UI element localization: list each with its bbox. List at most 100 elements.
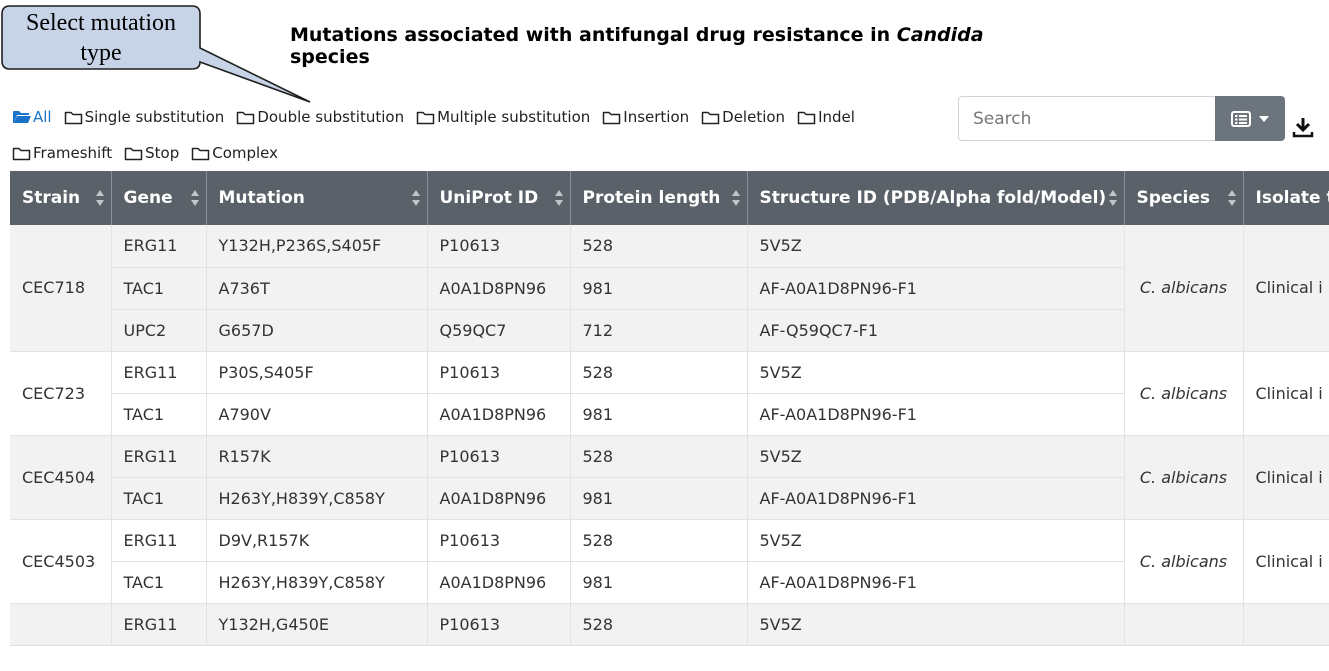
uniprot-link[interactable]: P10613 [427,435,571,478]
mutation-cell: Y132H,P236S,S405F [206,225,428,268]
sort-icon [1108,190,1117,206]
protein-length-cell: 981 [570,393,748,436]
uniprot-link[interactable]: P10613 [427,519,571,562]
column-header-label: Species [1136,188,1211,208]
title-prefix: Mutations associated with antifungal dru… [290,24,897,46]
uniprot-link[interactable]: A0A1D8PN96 [427,561,571,604]
uniprot-link[interactable]: A0A1D8PN96 [427,393,571,436]
filter-label: Stop [145,144,180,162]
gene-cell: TAC1 [111,477,207,520]
uniprot-link[interactable]: Q59QC7 [427,309,571,352]
isolate-cell: Clinical i [1243,519,1329,604]
protein-length-cell: 528 [570,519,748,562]
table-row: UPC2 G657D Q59QC7 712 AF-Q59QC7-F1 [10,309,1329,352]
search-input[interactable] [958,96,1216,141]
species-cell: C. albicans [1124,225,1244,352]
mutation-cell: H263Y,H839Y,C858Y [206,561,428,604]
table-row: TAC1 A736T A0A1D8PN96 981 AF-A0A1D8PN96-F1 [10,267,1329,310]
gene-cell: TAC1 [111,561,207,604]
protein-length-cell: 528 [570,603,748,646]
protein-length-cell: 981 [570,561,748,604]
structure-link[interactable]: AF-A0A1D8PN96-F1 [747,267,1125,310]
structure-link[interactable]: 5V5Z [747,225,1125,268]
folder-icon [416,111,435,125]
structure-link[interactable]: 5V5Z [747,351,1125,394]
structure-link[interactable]: AF-A0A1D8PN96-F1 [747,477,1125,520]
column-header[interactable]: Mutation [206,171,428,225]
folder-icon [701,111,720,125]
filter-multiple-substitution[interactable]: Multiple substitution [416,108,590,126]
filter-complex[interactable]: Complex [191,144,278,162]
column-header-label: Strain [22,188,81,208]
table-row: CEC723 ERG11 P30S,S405F P10613 528 5V5Z C. alb… [10,351,1329,436]
strain-cell: CEC718 [10,225,112,352]
filter-label: Complex [212,144,279,162]
filter-all[interactable]: All [12,108,52,126]
strain-cell: CEC4503 [10,519,112,604]
column-header-label: Structure ID (PDB/Alpha fold/Model) [759,188,1107,208]
filter-frameshift[interactable]: Frameshift [12,144,112,162]
table-body: CEC718 ERG11 Y132H,P236S,S405F P10613 528 5V5… [10,225,1329,646]
species-cell: C. albicans [1124,351,1244,436]
column-header[interactable]: Structure ID (PDB/Alpha fold/Model) [747,171,1125,225]
mutation-cell: P30S,S405F [206,351,428,394]
structure-link[interactable]: AF-Q59QC7-F1 [747,309,1125,352]
uniprot-link[interactable]: P10613 [427,225,571,268]
filter-row: All Single substitution Double substitutio… [12,104,912,130]
caret-down-icon [1259,115,1269,122]
filter-label: Indel [818,108,855,126]
isolate-cell: Clinical i [1243,225,1329,352]
structure-link[interactable]: AF-A0A1D8PN96-F1 [747,561,1125,604]
structure-link[interactable]: AF-A0A1D8PN96-F1 [747,393,1125,436]
mutation-cell: D9V,R157K [206,519,428,562]
gene-cell: ERG11 [111,435,207,478]
filter-single-substitution[interactable]: Single substitution [64,108,225,126]
gene-cell: TAC1 [111,393,207,436]
gene-cell: ERG11 [111,351,207,394]
column-header[interactable]: UniProt ID [427,171,571,225]
column-header[interactable]: Protein length [570,171,748,225]
mutation-cell: H263Y,H839Y,C858Y [206,477,428,520]
uniprot-link[interactable]: P10613 [427,603,571,646]
folder-icon [124,147,143,161]
download-icon[interactable] [1292,116,1314,138]
strain-cell: CEC4504 [10,435,112,520]
structure-link[interactable]: 5V5Z [747,519,1125,562]
gene-cell: UPC2 [111,309,207,352]
folder-icon [603,111,621,125]
species-cell [1124,603,1244,646]
isolate-cell: Clinical i [1243,351,1329,436]
folder-open-icon [13,111,31,123]
protein-length-cell: 528 [570,351,748,394]
strain-cell [10,603,112,646]
structure-link[interactable]: 5V5Z [747,435,1125,478]
title-italic: Candida [896,24,984,46]
uniprot-link[interactable]: A0A1D8PN96 [427,267,571,310]
filter-stop[interactable]: Stop [124,144,179,162]
folder-icon [64,111,82,125]
isolate-cell [1243,603,1329,646]
callout-text: Select mutation type [26,10,176,66]
mutation-cell: A790V [206,393,428,436]
protein-length-cell: 981 [570,477,748,520]
filter-label: Multiple substitution [437,108,591,126]
filter-label: Single substitution [84,108,225,126]
column-header[interactable]: Strain [10,171,112,225]
mutations-table-container[interactable]: Strain Gene Mutation UniProt ID Protein leng… [10,171,1329,671]
column-header[interactable]: Species [1124,171,1244,225]
gene-cell: ERG11 [111,225,207,268]
structure-link[interactable]: 5V5Z [747,603,1125,646]
filter-label: All [33,108,52,126]
filter-deletion[interactable]: Deletion [701,108,785,126]
filter-insertion[interactable]: Insertion [602,108,689,126]
folder-icon [191,147,210,161]
column-header[interactable]: Gene [111,171,207,225]
columns-toggle-button[interactable] [1215,96,1285,141]
filter-indel[interactable]: Indel [797,108,855,126]
table-row: TAC1 H263Y,H839Y,C858Y A0A1D8PN96 981 AF-A0A… [10,477,1329,520]
filter-double-substitution[interactable]: Double substitution [236,108,404,126]
column-header[interactable]: Isolate t [1243,171,1329,225]
column-header-label: Protein length [582,188,721,208]
uniprot-link[interactable]: P10613 [427,351,571,394]
uniprot-link[interactable]: A0A1D8PN96 [427,477,571,520]
